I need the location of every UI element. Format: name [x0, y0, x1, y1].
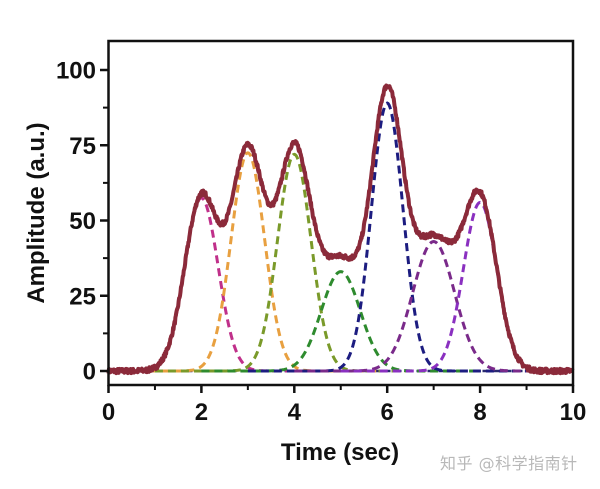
gaussian-component — [154, 152, 434, 373]
x-tick-label: 6 — [381, 399, 394, 426]
y-tick-label: 100 — [56, 58, 96, 85]
gaussian-component — [201, 270, 481, 373]
y-tick-label: 50 — [69, 208, 96, 235]
x-tick-label: 0 — [102, 399, 115, 426]
x-tick-label: 8 — [473, 399, 486, 426]
y-tick-label: 0 — [83, 359, 96, 386]
x-axis-title: Time (sec) — [281, 439, 399, 466]
plot-frame — [107, 39, 575, 387]
gaussian-component — [247, 101, 527, 373]
watermark: 知乎 @科学指南针 — [440, 454, 578, 473]
x-tick-label: 2 — [195, 399, 208, 426]
gaussian-component — [294, 240, 573, 373]
x-tick-label: 10 — [560, 399, 587, 426]
gaussian-component — [340, 200, 573, 373]
gaussian-component — [108, 151, 388, 373]
x-tick-label: 4 — [288, 399, 302, 426]
y-tick-label: 75 — [69, 133, 96, 160]
measured-signal-line — [106, 83, 575, 376]
x-axis: 0 2 4 6 8 10 — [102, 385, 587, 426]
plot-area — [106, 83, 575, 376]
y-axis: 0 25 50 75 100 — [56, 58, 109, 386]
y-axis-title: Amplitude (a.u.) — [23, 122, 50, 303]
y-tick-label: 25 — [69, 283, 96, 310]
